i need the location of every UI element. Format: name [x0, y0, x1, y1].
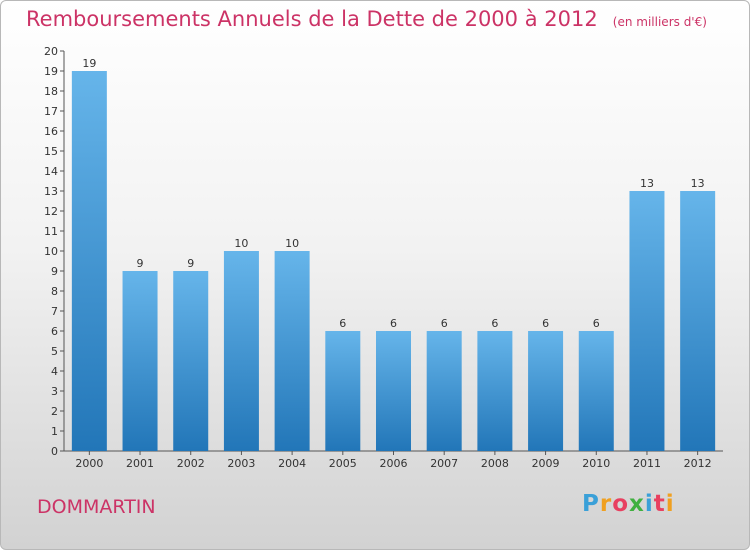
- x-tick-label: 2011: [633, 457, 661, 470]
- y-tick-label: 3: [51, 385, 58, 398]
- y-tick-label: 11: [44, 225, 58, 238]
- x-tick-label: 2006: [380, 457, 408, 470]
- y-tick-label: 14: [44, 165, 58, 178]
- bar-2001: [122, 271, 158, 451]
- y-tick-label: 13: [44, 185, 58, 198]
- data-label: 9: [137, 257, 144, 270]
- y-tick-label: 4: [51, 365, 58, 378]
- data-label: 13: [691, 177, 705, 190]
- logo-letter: t: [653, 491, 666, 517]
- y-tick-label: 17: [44, 105, 58, 118]
- y-tick-label: 16: [44, 125, 58, 138]
- bar-2005: [325, 331, 361, 451]
- x-tick-label: 2004: [278, 457, 306, 470]
- x-tick-label: 2009: [532, 457, 560, 470]
- data-label: 19: [82, 57, 96, 70]
- data-label: 13: [640, 177, 654, 190]
- data-label: 6: [593, 317, 600, 330]
- proxiti-logo[interactable]: Proxiti: [582, 491, 675, 517]
- bar-2012: [680, 191, 716, 451]
- data-label: 6: [339, 317, 346, 330]
- x-tick-label: 2008: [481, 457, 509, 470]
- bar-2006: [376, 331, 411, 451]
- data-label: 6: [491, 317, 498, 330]
- logo-letter: P: [582, 491, 600, 517]
- x-tick-label: 2001: [126, 457, 154, 470]
- x-tick-label: 2012: [684, 457, 712, 470]
- bar-2009: [528, 331, 564, 451]
- data-label: 6: [441, 317, 448, 330]
- y-tick-label: 20: [44, 45, 58, 58]
- bar-2002: [173, 271, 209, 451]
- chart-subtitle: (en milliers d'€): [612, 15, 707, 29]
- logo-letter: o: [612, 491, 630, 517]
- bar-2007: [426, 331, 462, 451]
- logo-letter: r: [599, 491, 613, 517]
- chart-labels: 2000 19 2001 9 2002 9 2003 10 2004 10 2005 6 2006 6 20…: [75, 57, 711, 470]
- chart-title: Remboursements Annuels de la Dette de 20…: [26, 7, 707, 31]
- y-tick-label: 7: [51, 305, 58, 318]
- data-label: 10: [234, 237, 248, 250]
- chart-bars: [71, 71, 716, 451]
- bar-2008: [477, 331, 513, 451]
- y-tick-label: 18: [44, 85, 58, 98]
- data-label: 6: [390, 317, 397, 330]
- y-tick-label: 0: [51, 445, 58, 458]
- data-label: 9: [187, 257, 194, 270]
- logo-letter: i: [665, 491, 675, 517]
- x-tick-label: 2007: [430, 457, 458, 470]
- y-tick-label: 9: [51, 265, 58, 278]
- y-tick-label: 12: [44, 205, 58, 218]
- y-tick-label: 8: [51, 285, 58, 298]
- x-tick-label: 2003: [227, 457, 255, 470]
- logo-letter: x: [629, 491, 645, 517]
- y-tick-label: 10: [44, 245, 58, 258]
- y-tick-label: 15: [44, 145, 58, 158]
- bar-2000: [71, 71, 107, 451]
- bar-2004: [274, 251, 310, 451]
- commune-name: DOMMARTIN: [37, 496, 156, 518]
- y-tick-label: 5: [51, 345, 58, 358]
- y-tick-label: 6: [51, 325, 58, 338]
- x-tick-label: 2000: [75, 457, 103, 470]
- x-tick-label: 2005: [329, 457, 357, 470]
- logo-letter: i: [644, 491, 654, 517]
- bar-2003: [223, 251, 259, 451]
- y-tick-label: 2: [51, 405, 58, 418]
- data-label: 10: [285, 237, 299, 250]
- x-tick-label: 2002: [177, 457, 205, 470]
- bar-2011: [629, 191, 665, 451]
- data-label: 6: [542, 317, 549, 330]
- x-tick-label: 2010: [582, 457, 610, 470]
- y-tick-label: 19: [44, 65, 58, 78]
- y-tick-label: 1: [51, 425, 58, 438]
- bar-2010: [578, 331, 614, 451]
- chart-title-main: Remboursements Annuels de la Dette de 20…: [26, 7, 598, 31]
